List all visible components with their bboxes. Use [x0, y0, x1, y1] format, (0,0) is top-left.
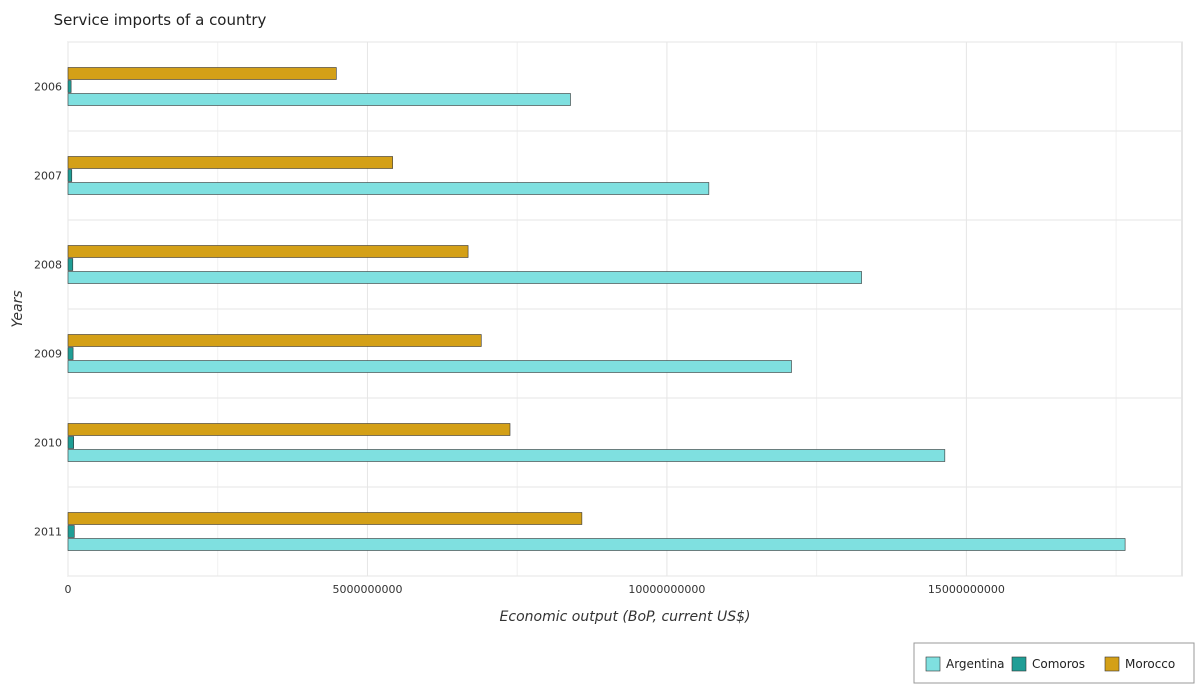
bar-argentina-2008: [67, 271, 862, 284]
x-axis-title: Economic output (BoP, current US$): [500, 609, 751, 625]
legend-box: [913, 642, 1195, 684]
bar-morocco-2008: [67, 245, 469, 258]
bar-morocco-2009: [67, 334, 482, 347]
bar-comoros-2006: [67, 80, 72, 93]
bar-morocco-2007: [67, 156, 393, 169]
bar-comoros-2009: [67, 347, 74, 360]
legend-label-argentina: Argentina: [946, 657, 1005, 671]
legend-swatch-comoros: [1011, 656, 1027, 672]
bars-group: [67, 67, 1126, 551]
bar-morocco-2006: [67, 67, 337, 80]
bar-comoros-2008: [67, 258, 74, 271]
legend-swatch-morocco: [1104, 656, 1120, 672]
y-tick-label: 2007: [34, 170, 62, 183]
bar-morocco-2010: [67, 423, 511, 436]
bar-argentina-2007: [67, 182, 710, 195]
y-tick-label: 2008: [34, 259, 62, 272]
y-tick-label: 2006: [34, 81, 62, 94]
x-tick-labels: 0 5000000000 10000000000 15000000000: [65, 583, 1005, 596]
y-grid: [68, 41, 1182, 577]
x-tick-label: 5000000000: [332, 583, 402, 596]
legend-label-comoros: Comoros: [1032, 657, 1085, 671]
legend-label-morocco: Morocco: [1125, 657, 1175, 671]
x-tick-label: 10000000000: [628, 583, 705, 596]
y-tick-label: 2011: [34, 526, 62, 539]
y-tick-labels: 2006 2007 2008 2009 2010 2011: [34, 81, 62, 539]
x-tick-label: 15000000000: [928, 583, 1005, 596]
y-axis-title: Years: [10, 290, 26, 327]
bar-argentina-2006: [67, 93, 571, 106]
bar-comoros-2010: [67, 436, 74, 449]
chart-title: Service imports of a country: [54, 11, 267, 29]
bar-comoros-2011: [67, 525, 75, 538]
y-tick-label: 2010: [34, 437, 62, 450]
bar-argentina-2009: [67, 360, 792, 373]
legend-swatch-argentina: [925, 656, 941, 672]
bar-argentina-2011: [67, 538, 1126, 551]
bar-comoros-2007: [67, 169, 73, 182]
bar-argentina-2010: [67, 449, 946, 462]
y-tick-label: 2009: [34, 348, 62, 361]
bar-morocco-2011: [67, 512, 583, 525]
legend: Argentina Comoros Morocco: [913, 642, 1195, 684]
x-tick-label: 0: [65, 583, 72, 596]
